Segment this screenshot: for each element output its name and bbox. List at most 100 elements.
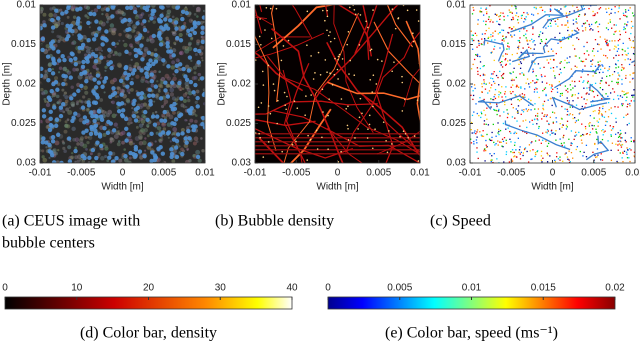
texture	[541, 161, 543, 163]
texture	[197, 78, 201, 81]
texture	[113, 122, 118, 127]
texture	[50, 153, 55, 158]
texture	[621, 64, 623, 66]
texture	[562, 160, 564, 162]
texture	[529, 121, 531, 123]
texture	[619, 140, 621, 142]
texture	[74, 155, 79, 160]
texture	[88, 131, 94, 137]
texture	[523, 34, 525, 37]
texture	[486, 12, 488, 15]
texture	[559, 32, 561, 34]
texture	[490, 51, 492, 54]
texture	[498, 84, 500, 86]
texture	[321, 88, 324, 91]
texture	[291, 5, 313, 39]
texture	[481, 86, 483, 88]
texture	[572, 5, 574, 7]
texture	[187, 136, 192, 141]
texture	[493, 59, 495, 62]
texture	[574, 117, 576, 119]
texture	[569, 84, 572, 86]
texture	[567, 22, 569, 24]
texture	[495, 135, 497, 137]
texture	[507, 127, 509, 129]
texture	[539, 67, 541, 69]
texture	[191, 127, 197, 133]
texture	[149, 131, 154, 137]
texture	[316, 148, 319, 150]
texture	[196, 60, 201, 65]
texture	[197, 72, 202, 77]
texture	[615, 143, 617, 145]
texture	[582, 68, 584, 71]
texture	[517, 48, 520, 50]
texture	[566, 62, 568, 64]
texture	[537, 63, 540, 65]
texture	[591, 90, 593, 92]
texture	[561, 144, 563, 147]
texture	[551, 132, 553, 134]
texture	[532, 149, 534, 151]
texture	[333, 73, 336, 76]
texture	[542, 90, 544, 92]
texture	[608, 84, 610, 87]
texture	[610, 134, 612, 136]
texture	[194, 119, 198, 124]
texture	[559, 68, 561, 70]
texture	[341, 58, 344, 60]
texture	[110, 14, 115, 19]
texture	[476, 129, 479, 131]
texture	[119, 92, 124, 97]
texture	[550, 87, 552, 89]
texture	[133, 53, 139, 58]
texture	[552, 88, 554, 90]
texture	[393, 61, 395, 63]
texture	[56, 34, 60, 38]
texture	[130, 71, 136, 76]
texture	[545, 94, 547, 97]
texture	[531, 13, 533, 15]
texture	[178, 86, 183, 91]
texture	[622, 42, 624, 45]
texture	[73, 61, 78, 67]
texture	[505, 139, 507, 141]
texture	[494, 39, 496, 41]
texture	[512, 107, 514, 109]
texture	[617, 59, 619, 62]
texture	[376, 58, 379, 61]
texture	[132, 98, 137, 103]
texture	[560, 142, 563, 145]
texture	[476, 131, 478, 133]
texture	[479, 61, 482, 63]
texture	[494, 88, 497, 91]
texture	[564, 85, 567, 87]
texture	[504, 93, 506, 95]
x-tick-label: 0	[335, 168, 341, 179]
texture	[594, 82, 597, 85]
texture	[577, 9, 579, 11]
texture	[515, 28, 517, 30]
texture	[200, 115, 205, 121]
texture	[605, 8, 607, 10]
texture	[520, 113, 522, 116]
texture	[160, 76, 166, 82]
texture	[526, 40, 529, 42]
texture	[476, 34, 478, 37]
texture	[85, 48, 91, 54]
texture	[585, 135, 610, 161]
texture	[541, 75, 543, 78]
y-tick-label: 0.03	[447, 158, 467, 169]
texture	[601, 130, 603, 132]
texture	[510, 28, 513, 30]
texture	[546, 132, 548, 134]
texture	[625, 11, 627, 13]
texture	[582, 134, 585, 136]
texture	[593, 55, 595, 57]
texture	[509, 130, 511, 133]
texture	[75, 7, 80, 12]
texture	[124, 64, 129, 70]
texture	[158, 138, 162, 142]
texture	[514, 117, 516, 119]
texture	[79, 136, 84, 141]
